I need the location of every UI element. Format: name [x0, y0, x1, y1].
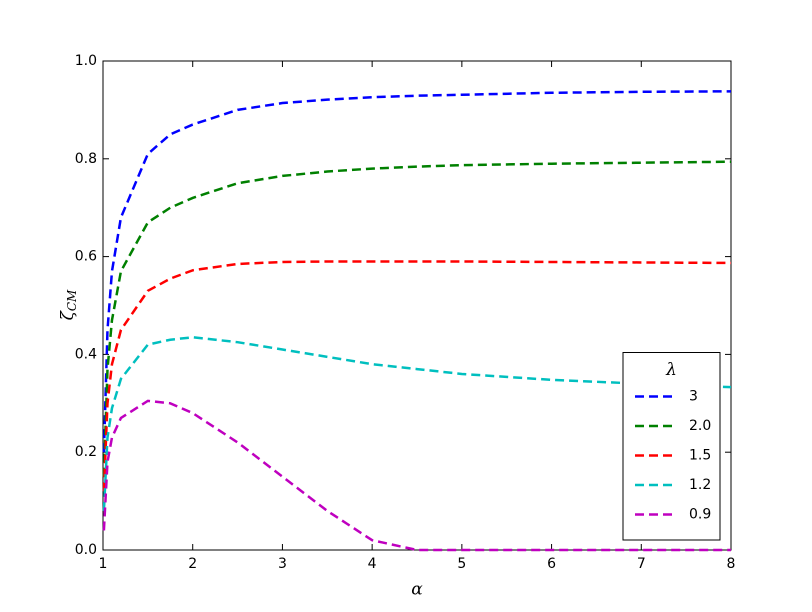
x-tick-label: 7: [637, 556, 646, 572]
legend-title: λ: [665, 360, 677, 380]
legend-label: 3: [689, 389, 698, 405]
x-tick-label: 6: [547, 556, 556, 572]
series-line: [102, 260, 732, 492]
series-line: [102, 399, 731, 552]
y-tick-label: 0.0: [75, 542, 97, 558]
x-tick-label: 5: [457, 556, 466, 572]
plot-frame: [102, 60, 732, 551]
y-tick-label: 0.2: [75, 444, 97, 460]
x-tick-label: 2: [188, 556, 197, 572]
legend-label: 1.2: [689, 477, 711, 493]
legend-label: 0.9: [689, 507, 711, 523]
x-tick-label: 3: [278, 556, 287, 572]
y-tick-label: 0.4: [75, 346, 97, 362]
x-tick-label: 8: [727, 556, 736, 572]
y-tick-label: 1.0: [75, 53, 97, 69]
legend-label: 1.5: [689, 448, 711, 464]
y-axis-subscript: CM: [65, 289, 79, 311]
series-line: [102, 160, 732, 477]
legend-box: [622, 352, 721, 541]
x-tick-label: 4: [368, 556, 377, 572]
y-axis-symbol: ζ: [58, 309, 78, 320]
series-line: [102, 90, 732, 453]
x-tick-label: 1: [99, 556, 108, 572]
y-tick-label: 0.8: [75, 151, 97, 167]
series-line: [102, 336, 732, 511]
x-axis-label: α: [411, 580, 423, 600]
legend-label: 2.0: [689, 418, 711, 434]
y-axis-label: ζCM: [58, 289, 79, 320]
y-tick-label: 0.6: [75, 249, 97, 265]
